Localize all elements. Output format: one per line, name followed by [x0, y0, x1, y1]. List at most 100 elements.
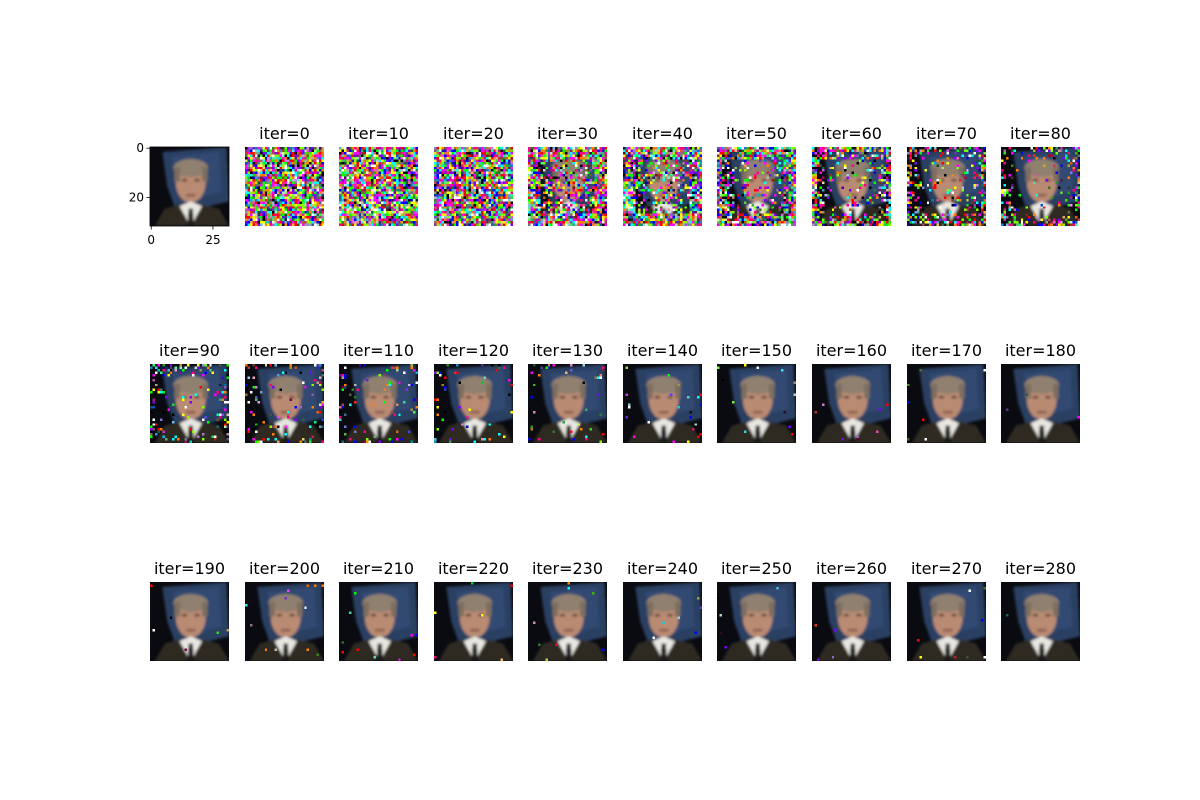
- noise-pixel: [451, 208, 454, 212]
- noise-pixel: [542, 184, 546, 187]
- noise-pixel: [279, 171, 283, 175]
- noise-pixel: [587, 184, 590, 187]
- noise-pixel: [542, 149, 546, 152]
- noise-pixel: [637, 176, 641, 180]
- noise-pixel: [269, 151, 273, 155]
- noise-pixel: [319, 188, 322, 192]
- noise-pixel: [267, 156, 270, 160]
- noise-pixel: [279, 198, 283, 202]
- noise-pixel: [630, 161, 633, 165]
- noise-pixel: [791, 196, 794, 199]
- noise-pixel: [309, 206, 312, 209]
- noise-pixel: [657, 218, 661, 222]
- noise-pixel: [724, 186, 727, 189]
- noise-pixel: [363, 218, 367, 222]
- noise-pixel: [599, 149, 603, 152]
- noise-pixel: [560, 149, 563, 152]
- noise-pixel: [694, 198, 698, 202]
- noise-pixel: [398, 174, 401, 177]
- noise-pixel: [719, 191, 722, 194]
- noise-pixel: [321, 176, 324, 180]
- noise-pixel: [734, 156, 737, 160]
- noise-pixel: [343, 223, 347, 226]
- noise-pixel: [545, 159, 548, 162]
- noise-pixel: [604, 191, 607, 194]
- noise-pixel: [346, 221, 349, 224]
- noise-pixel: [456, 201, 459, 204]
- noise-pixel: [343, 164, 347, 167]
- noise-pixel: [376, 213, 379, 217]
- noise-pixel: [530, 193, 533, 197]
- noise-pixel: [684, 159, 688, 162]
- noise-pixel: [508, 198, 511, 202]
- noise-pixel: [552, 147, 556, 150]
- noise-pixel: [272, 208, 275, 212]
- noise-pixel: [579, 216, 583, 219]
- noise-pixel: [640, 154, 643, 157]
- noise-pixel: [434, 186, 437, 189]
- noise-pixel: [771, 169, 774, 172]
- noise-pixel: [587, 193, 590, 197]
- noise-pixel: [761, 154, 764, 157]
- noise-pixel: [257, 186, 260, 189]
- noise-pixel: [306, 208, 310, 212]
- noise-pixel: [368, 166, 372, 170]
- noise-pixel: [672, 156, 675, 160]
- noise-pixel: [697, 161, 700, 165]
- noise-pixel: [262, 174, 265, 177]
- noise-pixel: [269, 218, 273, 222]
- noise-pixel: [358, 166, 362, 170]
- noise-pixel: [408, 171, 411, 175]
- noise-pixel: [400, 184, 404, 187]
- noise-pixel: [597, 149, 600, 152]
- noise-pixel: [542, 196, 546, 199]
- noise-pixel: [642, 213, 646, 217]
- noise-pixel: [530, 151, 533, 155]
- noise-pixel: [689, 206, 693, 209]
- noise-pixel: [694, 191, 698, 194]
- noise-pixel: [466, 213, 469, 217]
- noise-pixel: [480, 198, 484, 202]
- noise-pixel: [552, 203, 556, 207]
- noise-pixel: [495, 208, 499, 212]
- noise-pixel: [351, 198, 354, 202]
- noise-pixel: [434, 221, 437, 224]
- noise-pixel: [361, 203, 364, 207]
- noise-pixel: [466, 198, 469, 202]
- noise-pixel: [358, 191, 362, 194]
- noise-pixel: [311, 193, 315, 197]
- noise-pixel: [321, 156, 324, 160]
- noise-pixel: [272, 191, 275, 194]
- noise-pixel: [405, 208, 409, 212]
- noise-pixel: [677, 218, 680, 222]
- noise-pixel: [721, 164, 725, 167]
- noise-pixel: [279, 213, 283, 217]
- noise-pixel: [495, 164, 499, 167]
- noise-pixel: [247, 154, 250, 157]
- noise-pixel: [547, 188, 551, 192]
- noise-pixel: [259, 161, 263, 165]
- noise-pixel: [346, 161, 349, 165]
- noise-pixel: [694, 203, 698, 207]
- noise-pixel: [451, 188, 454, 192]
- noise-pixel: [453, 216, 457, 219]
- iteration-image: [623, 147, 702, 226]
- noise-pixel: [252, 184, 255, 187]
- noise-pixel: [768, 151, 772, 155]
- noise-pixel: [277, 164, 280, 167]
- noise-pixel: [650, 181, 653, 185]
- noise-pixel: [642, 154, 646, 157]
- noise-pixel: [267, 216, 270, 219]
- noise-pixel: [625, 211, 628, 214]
- noise-pixel: [565, 179, 568, 182]
- noise-pixel: [694, 151, 698, 155]
- noise-pixel: [405, 221, 409, 224]
- noise-pixel: [473, 166, 476, 170]
- noise-pixel: [264, 201, 268, 204]
- noise-pixel: [689, 147, 693, 150]
- noise-pixel: [623, 208, 626, 212]
- noise-pixel: [528, 181, 531, 185]
- noise-pixel: [632, 193, 636, 197]
- noise-pixel: [351, 218, 354, 222]
- noise-pixel: [378, 193, 381, 197]
